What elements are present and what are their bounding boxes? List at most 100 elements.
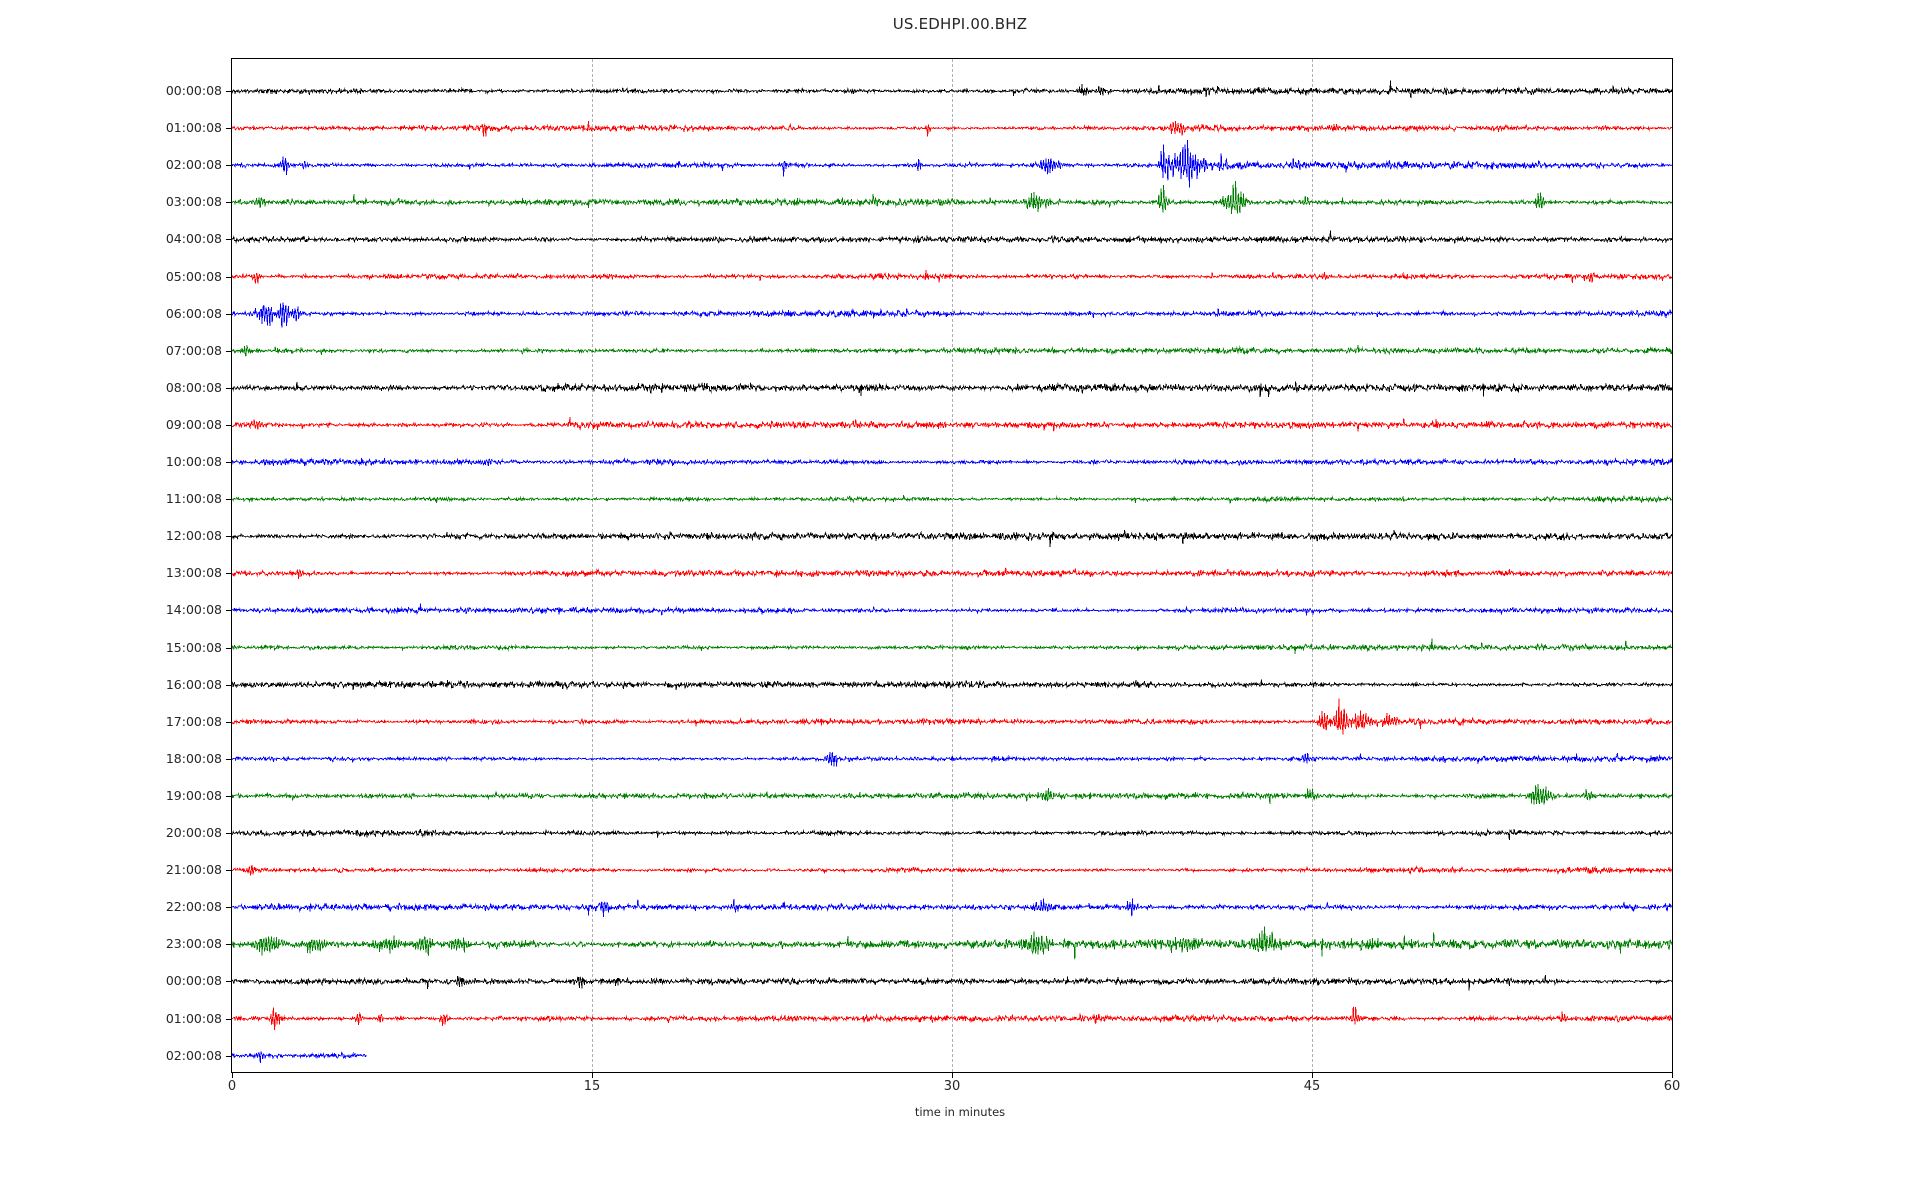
trace-21 bbox=[232, 864, 1672, 876]
y-tick-mark-10 bbox=[226, 462, 231, 463]
y-tick-label-13: 13:00:08 bbox=[165, 565, 222, 581]
trace-10 bbox=[232, 457, 1672, 467]
y-tick-label-18: 18:00:08 bbox=[165, 750, 222, 766]
x-tick-label-45: 45 bbox=[1303, 1079, 1321, 1094]
y-tick-label-16: 16:00:08 bbox=[165, 676, 222, 692]
trace-18 bbox=[232, 751, 1672, 767]
y-tick-mark-1 bbox=[226, 128, 231, 130]
y-tick-mark-2 bbox=[226, 165, 231, 167]
x-tick-mark-60 bbox=[1672, 1073, 1673, 1078]
trace-7 bbox=[232, 344, 1672, 357]
y-tick-label-8: 08:00:08 bbox=[165, 379, 222, 395]
y-tick-label-12: 12:00:08 bbox=[165, 528, 222, 544]
seismic-traces bbox=[232, 80, 1672, 1063]
trace-25 bbox=[232, 1006, 1672, 1030]
trace-12 bbox=[232, 529, 1672, 548]
y-tick-mark-13 bbox=[226, 573, 231, 575]
trace-4 bbox=[232, 230, 1672, 245]
trace-3 bbox=[232, 181, 1672, 215]
y-tick-mark-12 bbox=[226, 536, 231, 538]
y-tick-mark-22 bbox=[226, 907, 231, 909]
y-tick-label-14: 14:00:08 bbox=[165, 602, 222, 618]
x-axis-label: time in minutes bbox=[914, 1105, 1006, 1119]
y-tick-mark-14 bbox=[226, 610, 231, 612]
x-tick-label-60: 60 bbox=[1663, 1079, 1681, 1094]
trace-2 bbox=[232, 140, 1672, 188]
y-tick-label-26: 02:00:08 bbox=[165, 1047, 222, 1063]
trace-5 bbox=[232, 270, 1672, 284]
page-title: US.EDHPI.00.BHZ bbox=[892, 15, 1028, 33]
y-tick-label-25: 01:00:08 bbox=[165, 1010, 222, 1026]
trace-0 bbox=[232, 80, 1672, 99]
trace-1 bbox=[232, 121, 1672, 137]
trace-17 bbox=[232, 698, 1672, 735]
y-tick-mark-7 bbox=[226, 350, 231, 352]
y-tick-label-11: 11:00:08 bbox=[165, 491, 222, 507]
trace-6 bbox=[232, 302, 1672, 328]
y-tick-mark-3 bbox=[226, 202, 231, 204]
x-tick-mark-45 bbox=[1312, 1073, 1313, 1078]
y-tick-label-9: 09:00:08 bbox=[165, 416, 222, 432]
y-tick-mark-24 bbox=[226, 981, 231, 983]
y-tick-label-15: 15:00:08 bbox=[165, 639, 222, 655]
y-tick-mark-23 bbox=[226, 944, 231, 946]
y-tick-label-4: 04:00:08 bbox=[165, 231, 222, 247]
y-tick-mark-26 bbox=[226, 1055, 231, 1057]
y-tick-label-21: 21:00:08 bbox=[165, 862, 222, 878]
y-tick-mark-18 bbox=[226, 758, 231, 760]
trace-20 bbox=[232, 828, 1672, 841]
y-tick-mark-8 bbox=[226, 387, 231, 389]
plot-area bbox=[231, 58, 1673, 1073]
trace-15 bbox=[232, 638, 1672, 655]
y-tick-label-5: 05:00:08 bbox=[165, 268, 222, 284]
trace-22 bbox=[232, 898, 1672, 918]
y-tick-mark-20 bbox=[226, 833, 231, 834]
trace-26 bbox=[232, 1050, 367, 1063]
gridline-30 bbox=[952, 59, 953, 1072]
x-tick-label-30: 30 bbox=[943, 1079, 961, 1094]
y-tick-label-19: 19:00:08 bbox=[165, 787, 222, 803]
trace-19 bbox=[232, 784, 1672, 805]
y-tick-mark-25 bbox=[226, 1018, 231, 1020]
y-tick-mark-15 bbox=[226, 647, 231, 649]
y-tick-mark-21 bbox=[226, 870, 231, 872]
trace-9 bbox=[232, 417, 1672, 432]
trace-24 bbox=[232, 975, 1672, 991]
y-tick-label-6: 06:00:08 bbox=[165, 305, 222, 321]
y-tick-mark-16 bbox=[226, 684, 231, 686]
y-tick-mark-6 bbox=[226, 313, 231, 315]
y-tick-mark-11 bbox=[226, 499, 231, 501]
y-tick-mark-17 bbox=[226, 721, 231, 723]
y-tick-mark-0 bbox=[226, 91, 231, 92]
x-tick-mark-0 bbox=[232, 1073, 233, 1078]
y-tick-label-24: 00:00:08 bbox=[165, 973, 222, 989]
y-tick-label-1: 01:00:08 bbox=[165, 120, 222, 136]
trace-13 bbox=[232, 567, 1672, 580]
y-tick-label-10: 10:00:08 bbox=[165, 454, 222, 469]
x-tick-mark-15 bbox=[592, 1073, 593, 1078]
y-tick-label-17: 17:00:08 bbox=[165, 713, 222, 729]
gridline-15 bbox=[592, 59, 593, 1072]
trace-11 bbox=[232, 494, 1672, 504]
trace-14 bbox=[232, 603, 1672, 616]
x-tick-label-0: 0 bbox=[227, 1079, 237, 1094]
y-tick-label-20: 20:00:08 bbox=[165, 825, 222, 840]
y-tick-mark-9 bbox=[226, 424, 231, 426]
x-tick-label-15: 15 bbox=[583, 1079, 601, 1094]
y-tick-label-3: 03:00:08 bbox=[165, 194, 222, 210]
trace-23 bbox=[232, 926, 1672, 960]
plot-inner bbox=[232, 59, 1672, 1072]
trace-8 bbox=[232, 381, 1672, 398]
y-tick-label-7: 07:00:08 bbox=[165, 342, 222, 358]
y-tick-label-22: 22:00:08 bbox=[165, 899, 222, 915]
y-tick-label-23: 23:00:08 bbox=[165, 936, 222, 952]
y-tick-mark-4 bbox=[226, 239, 231, 241]
y-tick-mark-5 bbox=[226, 276, 231, 278]
x-tick-mark-30 bbox=[952, 1073, 953, 1078]
y-tick-label-0: 00:00:08 bbox=[165, 83, 222, 98]
trace-16 bbox=[232, 679, 1672, 691]
y-tick-mark-19 bbox=[226, 795, 231, 797]
gridline-45 bbox=[1312, 59, 1313, 1072]
y-tick-label-2: 02:00:08 bbox=[165, 157, 222, 173]
